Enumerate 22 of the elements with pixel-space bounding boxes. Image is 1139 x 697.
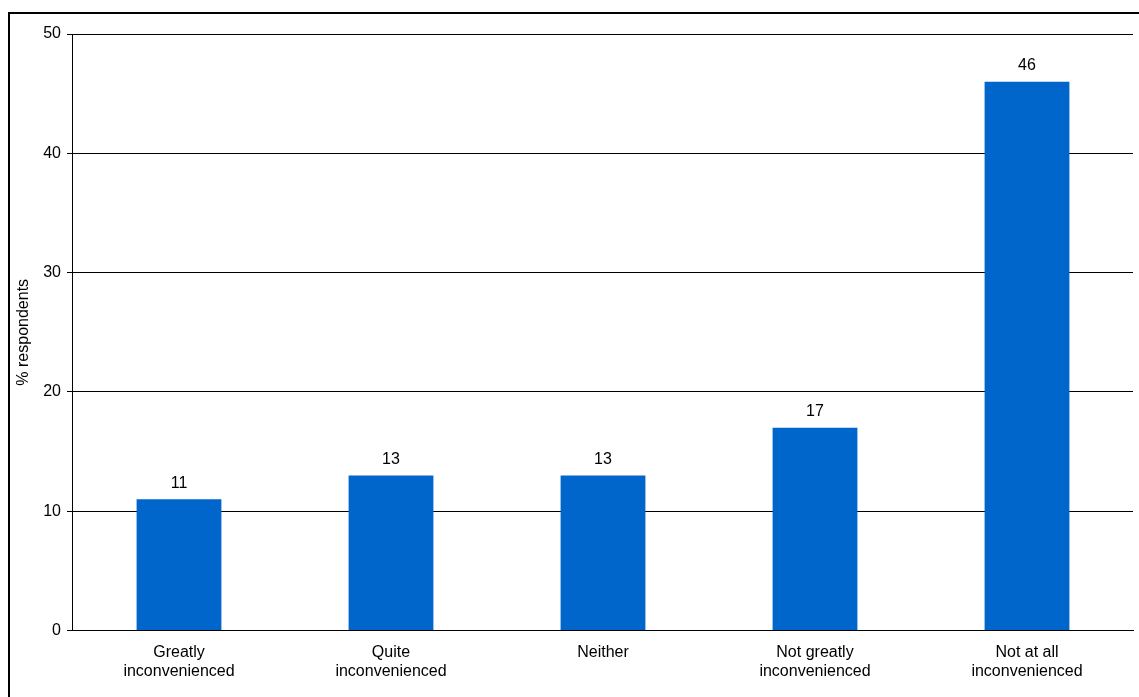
y-tick-label: 30 xyxy=(43,263,62,281)
x-tick-label: Neither xyxy=(577,642,630,660)
x-tick-label: Greatly inconvenienced xyxy=(123,642,235,679)
y-tick-label: 0 xyxy=(52,621,62,639)
data-label: 17 xyxy=(806,402,824,420)
bar xyxy=(772,427,858,631)
y-tick-label: 20 xyxy=(43,382,62,400)
data-label: 11 xyxy=(170,473,188,491)
bar xyxy=(560,475,646,631)
y-tick-label: 40 xyxy=(43,143,62,161)
bar xyxy=(136,499,222,631)
y-tick-label: 50 xyxy=(43,24,62,42)
x-tick-label: Quite inconvenienced xyxy=(335,642,447,679)
bar xyxy=(984,81,1070,631)
y-tick-label: 10 xyxy=(43,501,62,519)
x-tick-label: Not greatly inconvenienced xyxy=(759,642,871,679)
y-axis-title: % respondents xyxy=(14,278,32,386)
data-label: 13 xyxy=(382,449,400,467)
data-label: 13 xyxy=(594,449,612,467)
data-label: 46 xyxy=(1018,56,1036,74)
bar xyxy=(348,475,434,631)
x-tick-label: Not at all inconvenienced xyxy=(971,642,1083,679)
